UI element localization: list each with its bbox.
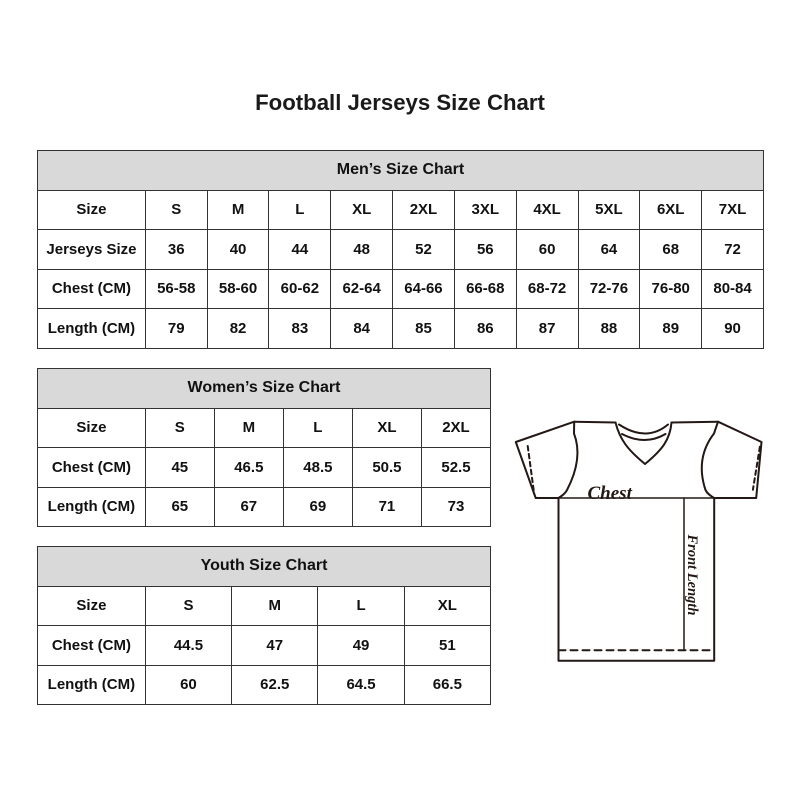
svg-text:Chest: Chest: [588, 483, 633, 504]
svg-text:Front Length: Front Length: [684, 534, 700, 616]
